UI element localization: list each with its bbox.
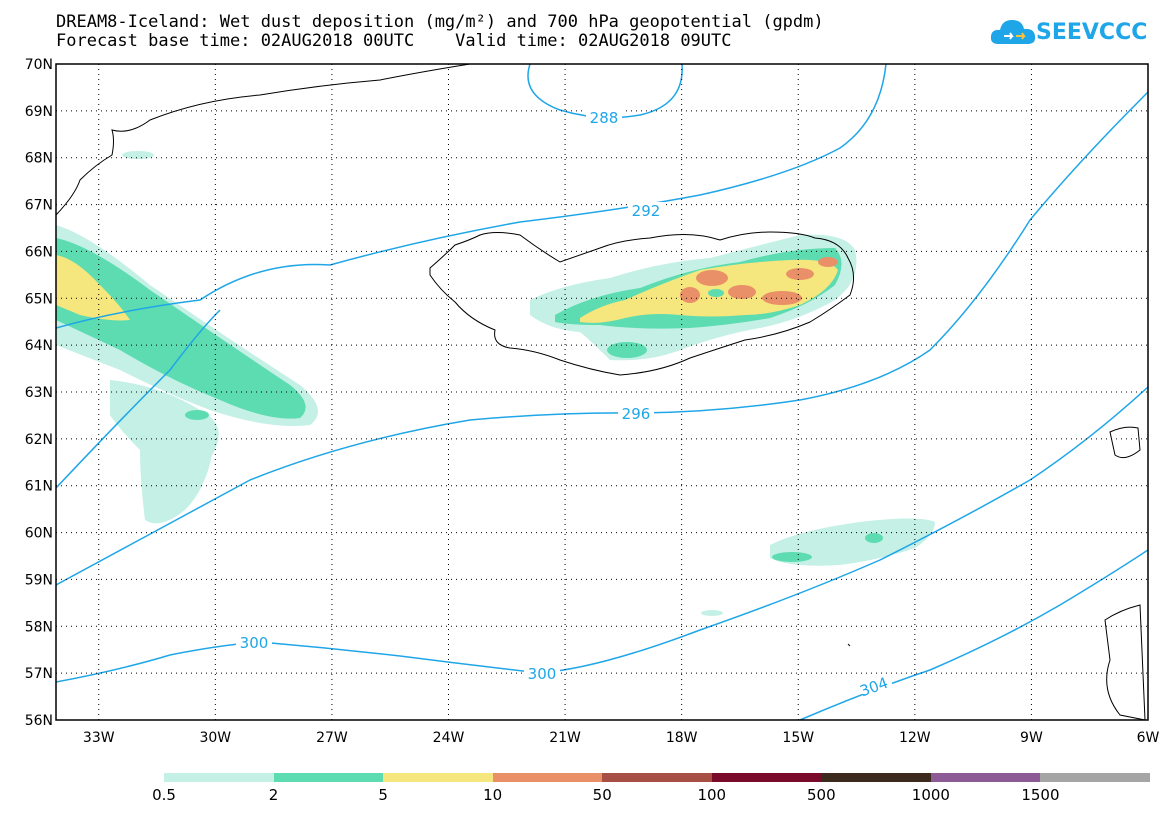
longitude-label: 30W xyxy=(199,730,231,746)
dust-iceland-orange-c xyxy=(728,285,756,299)
colorbar-swatch xyxy=(273,773,384,782)
latitude-label: 65N xyxy=(25,291,53,307)
greenland-coast xyxy=(56,64,471,216)
dust-patch-68n xyxy=(122,151,154,159)
contour-label: 288 xyxy=(590,109,619,127)
longitude-label: 27W xyxy=(316,730,348,746)
contour-304 xyxy=(799,549,1148,720)
longitude-label: 18W xyxy=(666,730,698,746)
colorbar-swatch xyxy=(602,773,713,782)
latitude-label: 69N xyxy=(25,104,53,120)
latitude-label: 61N xyxy=(25,479,53,495)
colorbar xyxy=(164,773,1151,782)
latitude-label: 58N xyxy=(25,619,53,635)
colorbar-label: 500 xyxy=(807,786,836,804)
contour-label: 300 xyxy=(528,665,557,683)
latitude-label: 64N xyxy=(25,338,53,354)
dust-plume-west-mid xyxy=(56,238,306,419)
dust-spot-62n xyxy=(185,410,209,420)
dust-plume-west-high xyxy=(56,255,130,321)
longitude-labels: 33W 30W 27W 24W 21W 18W 15W 12W 9W 6W xyxy=(83,730,1160,746)
latitude-label: 62N xyxy=(25,432,53,448)
latitude-labels: 70N 69N 68N 67N 66N 65N 64N 63N 62N 61N 60N 59N 58N 5… xyxy=(25,57,53,729)
colorbar-label: 0.5 xyxy=(152,786,176,804)
contour-300 xyxy=(56,386,1148,683)
longitude-label: 15W xyxy=(782,730,814,746)
latitude-label: 70N xyxy=(25,57,53,73)
faroe-coast xyxy=(1109,426,1141,459)
longitude-label: 9W xyxy=(1020,730,1043,746)
colorbar-label: 5 xyxy=(378,786,388,804)
contour-label: 292 xyxy=(632,202,661,220)
dust-deposition-shading xyxy=(56,151,935,616)
colorbar-swatch xyxy=(821,773,932,782)
scotland-coast xyxy=(1104,604,1146,720)
logo-text: SEEVCCC xyxy=(1036,20,1148,45)
dust-iceland-orange-e xyxy=(786,268,814,280)
map-panel: 288 292 296 300 300 304 70N 69N 68N 67N 66N 6… xyxy=(25,57,1160,746)
colorbar-label: 10 xyxy=(483,786,503,804)
colorbar-swatch xyxy=(1040,773,1151,782)
colorbar-swatch xyxy=(383,773,494,782)
longitude-label: 24W xyxy=(433,730,465,746)
dust-patch-south-mid-b xyxy=(865,533,883,543)
dust-iceland-orange-b xyxy=(680,287,700,303)
dust-iceland-orange-a xyxy=(696,270,728,286)
latitude-label: 57N xyxy=(25,666,53,682)
map-title: DREAM8-Iceland: Wet dust deposition (mg/… xyxy=(56,12,824,32)
rockall-dot xyxy=(847,643,851,647)
colorbar-label: 100 xyxy=(697,786,727,804)
colorbar-label: 50 xyxy=(592,786,612,804)
longitude-label: 12W xyxy=(899,730,931,746)
contour-292 xyxy=(56,64,887,329)
contour-label: 296 xyxy=(622,405,651,423)
iceland-coast xyxy=(429,231,854,376)
latitude-label: 56N xyxy=(25,713,53,729)
colorbar-swatch xyxy=(711,773,822,782)
dust-iceland-orange-f xyxy=(818,257,838,267)
longitude-label: 6W xyxy=(1137,730,1160,746)
latitude-label: 60N xyxy=(25,526,53,542)
cloud-icon xyxy=(990,20,1036,44)
dust-iceland-mid-f xyxy=(708,289,724,297)
latitude-label: 63N xyxy=(25,385,53,401)
contour-label: 300 xyxy=(240,634,269,652)
latitude-label: 68N xyxy=(25,151,53,167)
dust-iceland-mid-south xyxy=(607,342,647,358)
dust-patch-south-mid-a xyxy=(772,552,812,562)
colorbar-swatch xyxy=(930,773,1041,782)
colorbar-label: 2 xyxy=(268,786,279,804)
contour-296 xyxy=(56,91,1148,586)
latitude-label: 66N xyxy=(25,244,53,260)
colorbar-label: 1500 xyxy=(1021,786,1060,804)
longitude-label: 33W xyxy=(83,730,115,746)
dust-patch-58n xyxy=(701,610,723,616)
map-frame xyxy=(55,63,1149,721)
latitude-label: 67N xyxy=(25,198,53,214)
colorbar-swatch xyxy=(492,773,603,782)
coastlines xyxy=(56,64,1146,720)
latitude-label: 59N xyxy=(25,572,53,588)
contour-label: 304 xyxy=(857,674,890,701)
colorbar-swatch xyxy=(164,773,275,782)
colorbar-label: 1000 xyxy=(911,786,950,804)
longitude-label: 21W xyxy=(549,730,581,746)
map-subtitle: Forecast base time: 02AUG2018 00UTC Vali… xyxy=(56,31,732,51)
contour-296-north xyxy=(56,309,221,489)
contour-labels: 288 292 296 300 300 304 xyxy=(236,109,892,700)
seevccc-logo: SEEVCCC xyxy=(990,14,1155,54)
